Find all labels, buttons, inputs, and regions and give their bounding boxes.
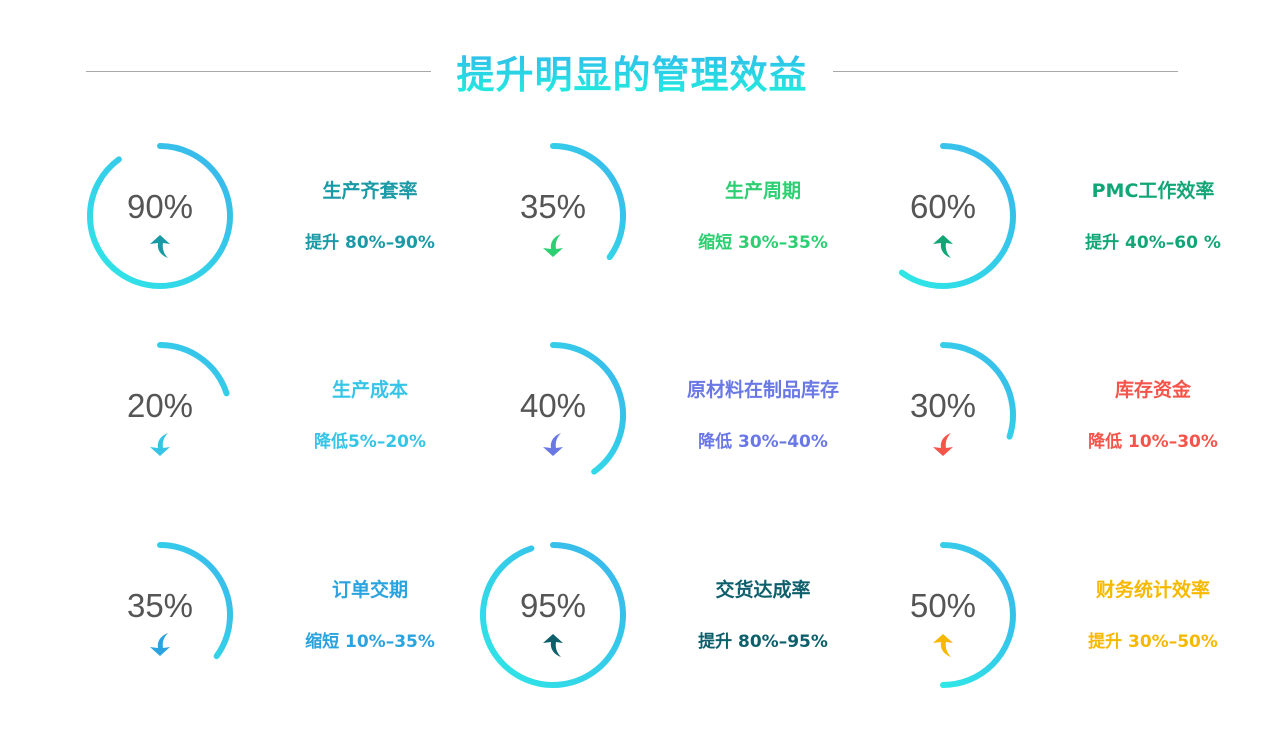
metric-change: 降低 10%–30% (1088, 432, 1218, 452)
metric-label: PMC工作效率 (1091, 180, 1215, 202)
arrow-down-icon (933, 433, 953, 456)
metric-card: 30% 库存资金 降低 10%–30% (863, 335, 1253, 535)
percent-value: 35% (126, 587, 194, 624)
metric-card: 95% 交货达成率 提升 80%–95% (473, 535, 863, 735)
progress-arc (550, 143, 626, 261)
metric-card: 35% 订单交期 缩短 10%–35% (80, 535, 470, 735)
percent-value: 30% (909, 387, 977, 424)
metric-label: 生产成本 (331, 379, 408, 401)
metric-label: 库存资金 (1114, 379, 1191, 401)
page-title: 提升明显的管理效益 (432, 44, 832, 99)
progress-ring (87, 143, 233, 289)
progress-ring (550, 342, 626, 475)
progress-ring (940, 342, 1016, 440)
progress-ring (550, 143, 626, 261)
arrow-down-icon (543, 433, 563, 456)
arrow-up-icon (543, 634, 563, 657)
metric-card: 50% 财务统计效率 提升 30%–50% (863, 535, 1253, 735)
progress-arc (157, 342, 230, 397)
progress-arc (157, 542, 233, 660)
progress-ring (480, 542, 626, 688)
progress-arc (480, 542, 626, 688)
metric-card: 35% 生产周期 缩短 30%–35% (473, 136, 863, 336)
arrow-up-icon (150, 235, 170, 258)
progress-ring (898, 143, 1016, 289)
metric-card: 40% 原材料在制品库存 降低 30%–40% (473, 335, 863, 535)
metric-change: 提升 30%–50% (1088, 632, 1218, 652)
title-rule-right (833, 71, 1178, 72)
arrow-up-icon (933, 634, 953, 657)
metric-change: 缩短 30%–35% (698, 233, 828, 253)
metric-label: 财务统计效率 (1095, 579, 1210, 601)
progress-arc (87, 143, 233, 289)
progress-arc (550, 342, 626, 475)
metric-change: 提升 40%–60 % (1085, 233, 1221, 253)
arrow-down-icon (150, 633, 170, 656)
metric-change: 降低5%–20% (313, 432, 427, 452)
progress-ring (940, 542, 1016, 688)
progress-arc (940, 542, 1016, 688)
metric-change: 提升 80%–95% (698, 632, 828, 652)
percent-value: 95% (519, 587, 587, 624)
percent-value: 20% (126, 387, 194, 424)
metric-change: 提升 80%–90% (305, 233, 435, 253)
metric-change: 缩短 10%–35% (305, 632, 435, 652)
progress-arc (940, 342, 1016, 440)
metric-label: 订单交期 (331, 579, 408, 601)
percent-value: 50% (909, 587, 977, 624)
arrow-up-icon (933, 235, 953, 258)
metric-label: 原材料在制品库存 (686, 379, 839, 401)
metric-label: 交货达成率 (715, 579, 811, 601)
progress-ring (157, 542, 233, 660)
metric-change: 降低 30%–40% (698, 432, 828, 452)
percent-value: 40% (519, 387, 587, 424)
progress-ring (157, 342, 230, 397)
metric-label: 生产齐套率 (322, 180, 418, 202)
metric-card: 90% 生产齐套率 提升 80%–90% (80, 136, 470, 336)
metric-card: 60% PMC工作效率 提升 40%–60 % (863, 136, 1253, 336)
metric-card: 20% 生产成本 降低5%–20% (80, 335, 470, 535)
title-rule-left (86, 71, 431, 72)
percent-value: 90% (126, 188, 194, 225)
progress-arc (898, 143, 1016, 289)
metric-label: 生产周期 (724, 180, 801, 202)
arrow-down-icon (543, 234, 563, 257)
percent-value: 60% (909, 188, 977, 225)
percent-value: 35% (519, 188, 587, 225)
arrow-down-icon (150, 433, 170, 456)
